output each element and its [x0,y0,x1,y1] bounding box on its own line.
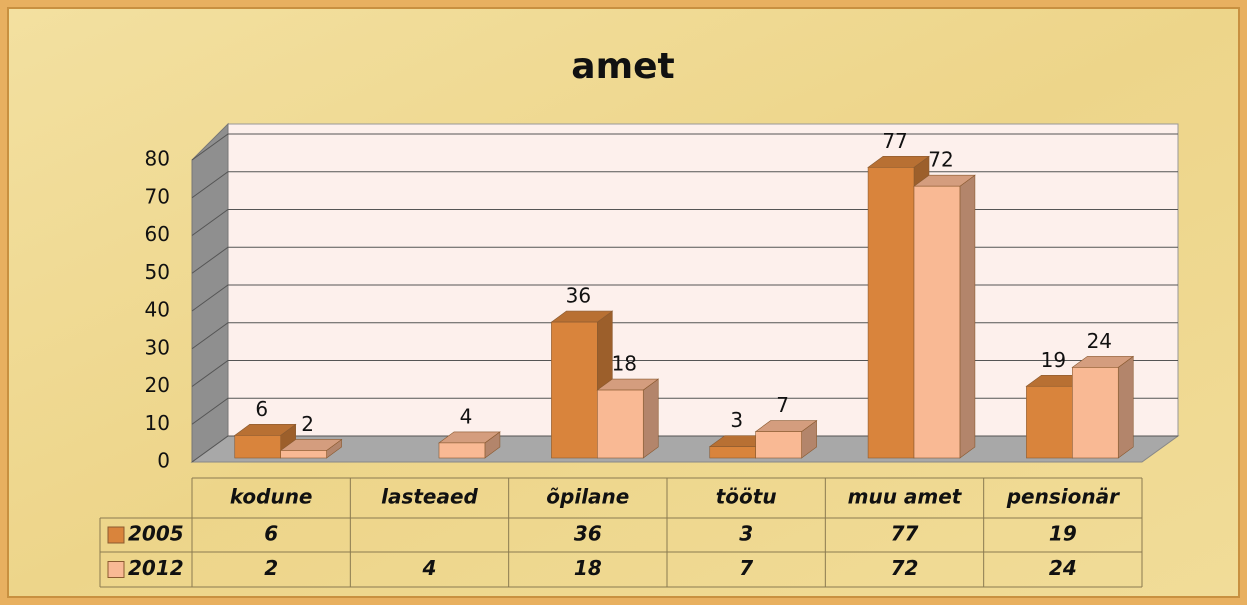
bar-side [959,174,976,459]
grid-line [191,246,1178,274]
y-tick-label: 20 [145,373,170,397]
value-label: 18 [612,352,637,376]
value-label: 77 [882,129,907,153]
bar-side [1117,355,1134,459]
bar-front [1026,385,1073,459]
legend-label: 2012 [128,556,184,580]
grid-line [191,322,1178,350]
bar [596,378,660,459]
bar-front [867,167,915,459]
y-tick-label: 10 [145,411,170,435]
grid-line [191,397,1178,425]
grid-line [191,435,1178,463]
bar [913,174,976,459]
x-tick-label: muu amet [848,485,963,509]
table-cell: 77 [891,522,919,546]
bar [438,431,501,459]
bar-front [709,446,756,459]
value-label: 7 [776,393,789,417]
y-tick-label: 0 [157,449,170,473]
value-label: 4 [460,404,473,428]
value-label: 72 [928,148,953,172]
table-cell: 18 [574,556,602,580]
grid-line [191,133,1178,161]
legend-swatch [107,561,125,578]
y-tick-label: 80 [145,147,170,171]
bar [754,419,818,459]
table-cell: 6 [264,522,278,546]
y-tick-label: 60 [145,222,170,246]
bar [279,438,343,459]
table-cell: 7 [739,556,753,580]
bar-front [280,450,327,459]
bar-side [642,378,659,459]
grid-line [191,171,1178,199]
table-cell: 72 [891,556,919,580]
x-tick-label: õpilane [546,485,629,509]
x-tick-label: töötu [716,485,777,509]
chart-title: amet [571,46,674,87]
table-cell: 19 [1049,522,1077,546]
value-label: 19 [1041,348,1066,372]
table-cell: 24 [1049,556,1077,580]
bar-front [755,431,802,459]
table-cell: 2 [264,556,278,580]
bar-front [551,321,598,459]
x-tick-label: lasteaed [381,485,478,509]
table-cell: 4 [422,556,437,580]
bar-front [438,442,486,459]
y-tick-label: 50 [145,260,170,284]
y-tick-label: 30 [145,335,170,359]
grid-line [191,360,1178,387]
grid-line [191,284,1178,312]
value-label: 36 [566,284,591,308]
value-label: 3 [730,408,743,432]
legend-swatch [107,526,125,544]
bar-front [597,389,644,459]
value-label: 2 [301,412,314,436]
value-label: 24 [1087,329,1112,353]
bar-front [234,435,281,459]
table-cell: 3 [739,522,753,546]
grid-line [191,209,1178,236]
x-tick-label: kodune [230,485,313,509]
bar [1071,355,1135,459]
legend-label: 2005 [128,522,184,546]
bar-front [1072,367,1119,459]
y-tick-label: 40 [145,298,170,322]
x-tick-label: pensionär [1006,485,1120,509]
y-tick-label: 70 [145,184,170,208]
bar-front [913,185,961,459]
table-cell: 36 [574,522,602,546]
value-label: 6 [255,397,268,421]
